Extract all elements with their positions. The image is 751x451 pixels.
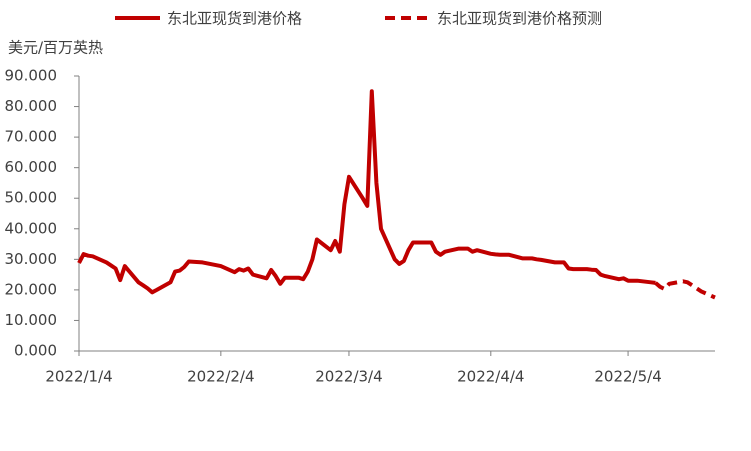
y-tick-label: 0.000 [14, 342, 57, 360]
y-tick-label: 10.000 [5, 311, 58, 329]
y-tick-label: 40.000 [5, 219, 58, 237]
y-tick-label: 30.000 [5, 250, 58, 268]
x-tick-label: 2022/5/4 [594, 368, 661, 386]
legend-label: 东北亚现货到港价格 [167, 10, 302, 28]
y-tick-label: 60.000 [5, 158, 58, 176]
y-tick-label: 90.000 [5, 67, 58, 85]
series-line [77, 89, 656, 295]
y-tick-label: 70.000 [5, 128, 58, 146]
x-tick-label: 2022/1/4 [45, 368, 112, 386]
y-tick-label: 20.000 [5, 280, 58, 298]
x-tick-label: 2022/3/4 [315, 368, 382, 386]
legend-label: 东北亚现货到港价格预测 [437, 10, 602, 28]
y-axis-label: 美元/百万英热 [8, 39, 103, 57]
y-tick-label: 50.000 [5, 189, 58, 207]
x-tick-label: 2022/2/4 [187, 368, 254, 386]
y-tick-label: 80.000 [5, 97, 58, 115]
series-line [654, 279, 716, 300]
x-tick-label: 2022/4/4 [457, 368, 524, 386]
